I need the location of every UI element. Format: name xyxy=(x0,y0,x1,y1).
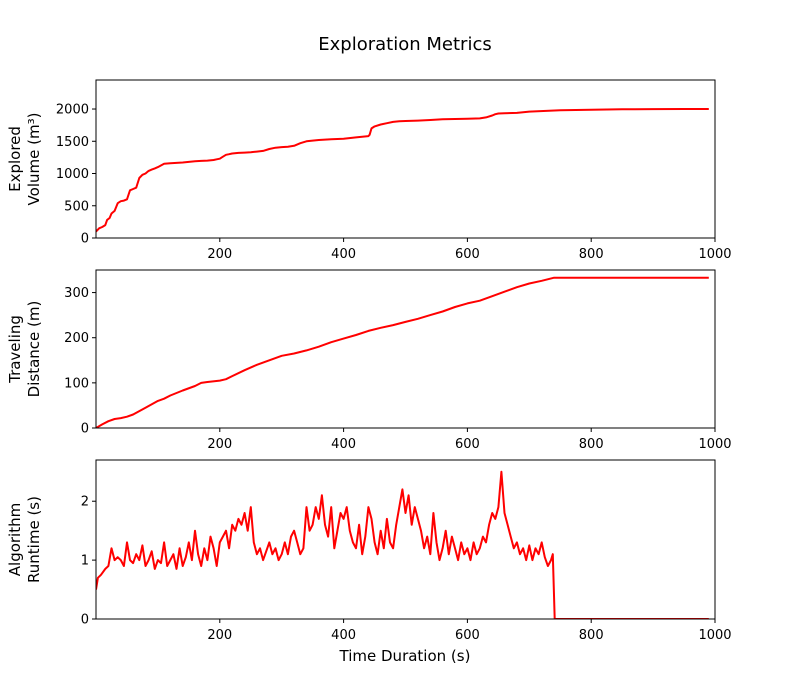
x-tick-label: 1000 xyxy=(698,437,731,452)
x-tick-label: 1000 xyxy=(698,628,731,643)
x-tick-label: 600 xyxy=(455,437,480,452)
y-tick-label: 1500 xyxy=(56,135,89,150)
y-axis-label-line: Distance (m) xyxy=(25,301,43,398)
y-tick-label: 0 xyxy=(81,422,89,437)
panel-3: 200 400 600 800 1000 0 1 2 Algorithm Runtime (s) xyxy=(6,459,732,643)
y-axis-label-line: Explored xyxy=(6,126,24,192)
figure-title: Exploration Metrics xyxy=(318,34,491,55)
y-axis-label-line: Volume (m³) xyxy=(25,113,43,206)
x-tick-label: 1000 xyxy=(698,247,731,262)
y-tick-label: 2 xyxy=(81,495,89,510)
y-axis-label-line: Traveling xyxy=(6,315,24,384)
y-axis-label-line: Runtime (s) xyxy=(25,496,43,583)
y-tick-label: 0 xyxy=(81,613,89,628)
x-tick-label: 200 xyxy=(207,247,232,262)
x-tick-label: 200 xyxy=(207,437,232,452)
y-tick-label: 500 xyxy=(64,199,89,214)
y-tick-label: 0 xyxy=(81,232,89,247)
panel-2: 200 400 600 800 1000 0 100 200 300 Traveling Dista… xyxy=(6,269,732,452)
y-tick-label: 2000 xyxy=(56,103,89,118)
y-tick-label: 100 xyxy=(64,376,89,391)
x-tick-label: 400 xyxy=(331,247,356,262)
panel-3-frame xyxy=(95,459,716,620)
x-tick-label: 800 xyxy=(579,247,604,262)
y-axis-label-line: Algorithm xyxy=(6,503,24,576)
x-tick-label: 200 xyxy=(207,628,232,643)
x-tick-label: 800 xyxy=(579,628,604,643)
x-tick-label: 400 xyxy=(331,628,356,643)
x-tick-label: 400 xyxy=(331,437,356,452)
panel-2-frame xyxy=(95,269,716,429)
panel-1-frame xyxy=(95,79,716,239)
x-tick-label: 800 xyxy=(579,437,604,452)
panel-1: 200 400 600 800 1000 0 500 1000 1500 2000 Explored… xyxy=(6,79,732,262)
x-tick-label: 600 xyxy=(455,628,480,643)
panel-2-series-line xyxy=(96,276,709,428)
y-tick-label: 200 xyxy=(64,331,89,346)
y-tick-label: 300 xyxy=(64,286,89,301)
panel-3-series-line xyxy=(96,470,709,619)
x-tick-label: 600 xyxy=(455,247,480,262)
x-axis-label: Time Duration (s) xyxy=(339,647,471,665)
panel-1-series-line xyxy=(96,108,709,233)
y-tick-label: 1000 xyxy=(56,167,89,182)
y-tick-label: 1 xyxy=(81,554,89,569)
